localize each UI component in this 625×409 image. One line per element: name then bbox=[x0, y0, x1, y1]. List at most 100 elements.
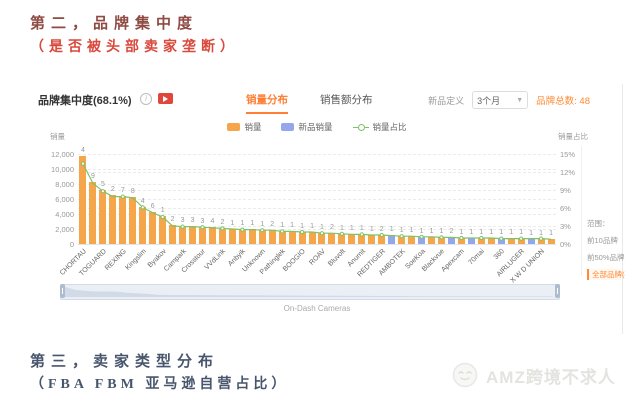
new-product-definition-label: 新品定义 bbox=[428, 95, 465, 106]
datazoom-slider[interactable] bbox=[60, 284, 560, 300]
bar-value-label: 1 bbox=[389, 226, 394, 234]
datazoom-left-handle[interactable] bbox=[60, 284, 65, 298]
bar-value-label: 1 bbox=[459, 228, 464, 236]
y-axis-tick-left: 12,000 bbox=[51, 150, 74, 159]
bar[interactable] bbox=[288, 231, 296, 244]
y-axis-tick-left: 4,000 bbox=[55, 210, 74, 219]
bar[interactable] bbox=[179, 226, 187, 244]
bar[interactable] bbox=[537, 238, 545, 244]
bar-value-label: 2 bbox=[379, 226, 384, 233]
line-point bbox=[419, 234, 424, 239]
new-product-bar[interactable] bbox=[497, 238, 505, 244]
bar-value-label: 1 bbox=[310, 223, 314, 230]
bar[interactable] bbox=[437, 237, 445, 244]
bar[interactable] bbox=[348, 233, 356, 244]
datazoom-mini-chart bbox=[65, 287, 553, 297]
line-point bbox=[120, 194, 125, 199]
bar[interactable] bbox=[119, 195, 127, 244]
range-option-top10[interactable]: 前10品牌 bbox=[587, 236, 618, 245]
line-point bbox=[240, 227, 245, 232]
legend-item-new-sales[interactable]: 新品销量 bbox=[281, 121, 333, 133]
bar[interactable] bbox=[547, 238, 555, 244]
bar-value-label: 1 bbox=[489, 229, 494, 236]
video-tutorial-icon[interactable] bbox=[158, 93, 173, 104]
new-product-bar[interactable] bbox=[447, 237, 455, 244]
bar[interactable] bbox=[189, 226, 197, 244]
bar[interactable] bbox=[218, 227, 226, 244]
range-label: 范围： bbox=[587, 219, 610, 228]
bar[interactable] bbox=[238, 229, 246, 244]
bar[interactable] bbox=[109, 195, 117, 244]
bar[interactable] bbox=[268, 230, 276, 244]
bar[interactable] bbox=[129, 196, 137, 244]
bar[interactable] bbox=[169, 225, 177, 244]
line-point bbox=[220, 226, 225, 231]
line-point bbox=[160, 214, 165, 220]
new-sales-swatch-icon bbox=[281, 123, 295, 131]
bar[interactable] bbox=[298, 231, 306, 244]
y-axis-tick-left: 8,000 bbox=[55, 180, 74, 189]
bar[interactable] bbox=[457, 237, 465, 244]
y-axis-tick-right: 0% bbox=[560, 240, 571, 249]
bar[interactable] bbox=[517, 238, 525, 244]
line-point bbox=[180, 224, 185, 229]
legend-item-share[interactable]: 销量占比 bbox=[352, 121, 407, 133]
grid-line bbox=[78, 172, 556, 173]
bar[interactable] bbox=[378, 235, 386, 244]
bar[interactable] bbox=[368, 234, 376, 244]
bar[interactable] bbox=[358, 234, 366, 244]
line-point bbox=[538, 236, 544, 241]
bar-value-label: 1 bbox=[300, 222, 305, 230]
bar-value-label: 3 bbox=[180, 217, 185, 224]
bar[interactable] bbox=[159, 216, 167, 244]
bar[interactable] bbox=[258, 229, 266, 244]
bar[interactable] bbox=[318, 232, 326, 244]
brand-total-count: 品牌总数: 48 bbox=[536, 96, 590, 107]
line-point bbox=[499, 236, 504, 241]
bar[interactable] bbox=[139, 206, 147, 244]
tab-sales-volume-distribution[interactable]: 销量分布 bbox=[246, 92, 288, 114]
info-icon[interactable]: i bbox=[140, 93, 152, 105]
range-option-top50pct[interactable]: 前50%品牌 bbox=[587, 253, 625, 262]
new-product-bar[interactable] bbox=[527, 238, 535, 244]
bar[interactable] bbox=[428, 236, 436, 244]
bar[interactable] bbox=[278, 230, 286, 244]
bar[interactable] bbox=[398, 235, 406, 244]
datazoom-right-handle[interactable] bbox=[555, 284, 560, 298]
share-line-icon bbox=[352, 123, 369, 131]
bar[interactable] bbox=[328, 233, 336, 244]
bar[interactable] bbox=[308, 232, 316, 244]
bar[interactable] bbox=[477, 237, 485, 244]
bar[interactable] bbox=[507, 238, 515, 244]
bar[interactable] bbox=[198, 226, 206, 244]
y-axis-tick-left: 2,000 bbox=[55, 225, 74, 234]
bar-value-label: 4 bbox=[140, 197, 145, 205]
bar[interactable] bbox=[89, 181, 97, 244]
range-option-all-brands[interactable]: 全部品牌(48) bbox=[587, 269, 625, 280]
grid-line bbox=[78, 214, 556, 215]
line-point bbox=[140, 205, 145, 210]
bar[interactable] bbox=[79, 156, 87, 244]
range-panel: 范围： 前10品牌 前50%品牌 全部品牌(48) bbox=[587, 218, 625, 286]
bar[interactable] bbox=[338, 233, 346, 244]
new-product-bar[interactable] bbox=[467, 237, 475, 244]
bar-value-label: 1 bbox=[539, 229, 544, 237]
bar[interactable] bbox=[208, 227, 216, 244]
bar[interactable] bbox=[99, 190, 107, 244]
tab-sales-revenue-distribution[interactable]: 销售额分布 bbox=[320, 94, 373, 106]
bar[interactable] bbox=[408, 236, 416, 244]
bar[interactable] bbox=[228, 228, 236, 244]
bar-value-label: 1 bbox=[339, 224, 344, 232]
watermark-logo-icon bbox=[452, 362, 478, 388]
y-axis-tick-left: 10,000 bbox=[51, 165, 74, 174]
new-product-period-select[interactable]: 3个月 ▼ bbox=[472, 91, 529, 109]
new-product-bar[interactable] bbox=[388, 235, 396, 244]
bar[interactable] bbox=[487, 238, 495, 244]
grid-line bbox=[78, 226, 556, 227]
line-point bbox=[399, 234, 404, 239]
bar[interactable] bbox=[248, 229, 256, 244]
bar-value-label: 6 bbox=[150, 202, 155, 210]
legend-item-sales[interactable]: 销量 bbox=[227, 121, 261, 133]
bar[interactable] bbox=[149, 211, 157, 244]
new-product-bar[interactable] bbox=[418, 236, 426, 244]
